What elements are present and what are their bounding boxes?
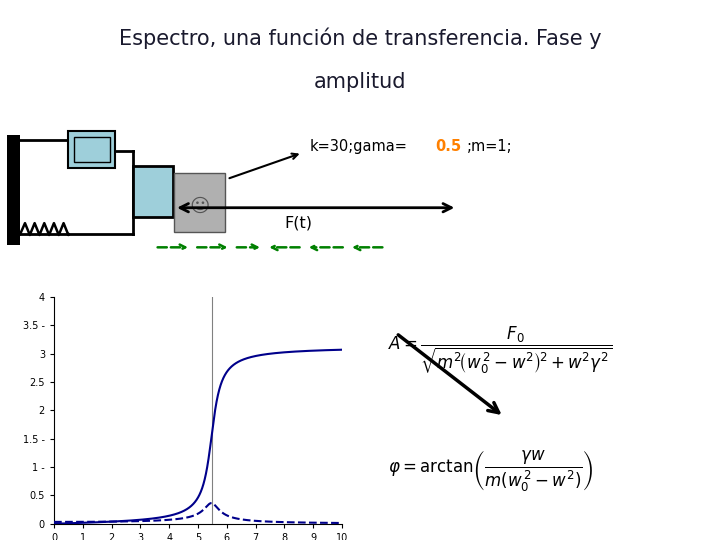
Bar	[7, 135, 20, 245]
Text: amplitud: amplitud	[314, 72, 406, 92]
Text: ;m=1;: ;m=1;	[467, 139, 512, 153]
Text: $A = \dfrac{F_0}{\sqrt{m^2\!\left(w_0^{\,2}-w^2\right)^{\!2}+w^2\gamma^2}}$: $A = \dfrac{F_0}{\sqrt{m^2\!\left(w_0^{\…	[388, 324, 612, 376]
Bar	[133, 166, 173, 217]
Text: 0.5: 0.5	[436, 139, 462, 153]
Text: ☺: ☺	[189, 197, 210, 216]
Bar	[174, 172, 225, 232]
Bar	[74, 137, 110, 161]
Text: Espectro, una función de transferencia. Fase y: Espectro, una función de transferencia. …	[119, 27, 601, 49]
Bar	[68, 131, 115, 168]
Text: k=30;gama=: k=30;gama=	[310, 139, 408, 153]
Text: $\varphi = \arctan\!\left(\dfrac{\gamma w}{m(w_0^{\,2}-w^2)}\right)$: $\varphi = \arctan\!\left(\dfrac{\gamma …	[388, 448, 593, 494]
Text: F(t): F(t)	[285, 215, 312, 231]
